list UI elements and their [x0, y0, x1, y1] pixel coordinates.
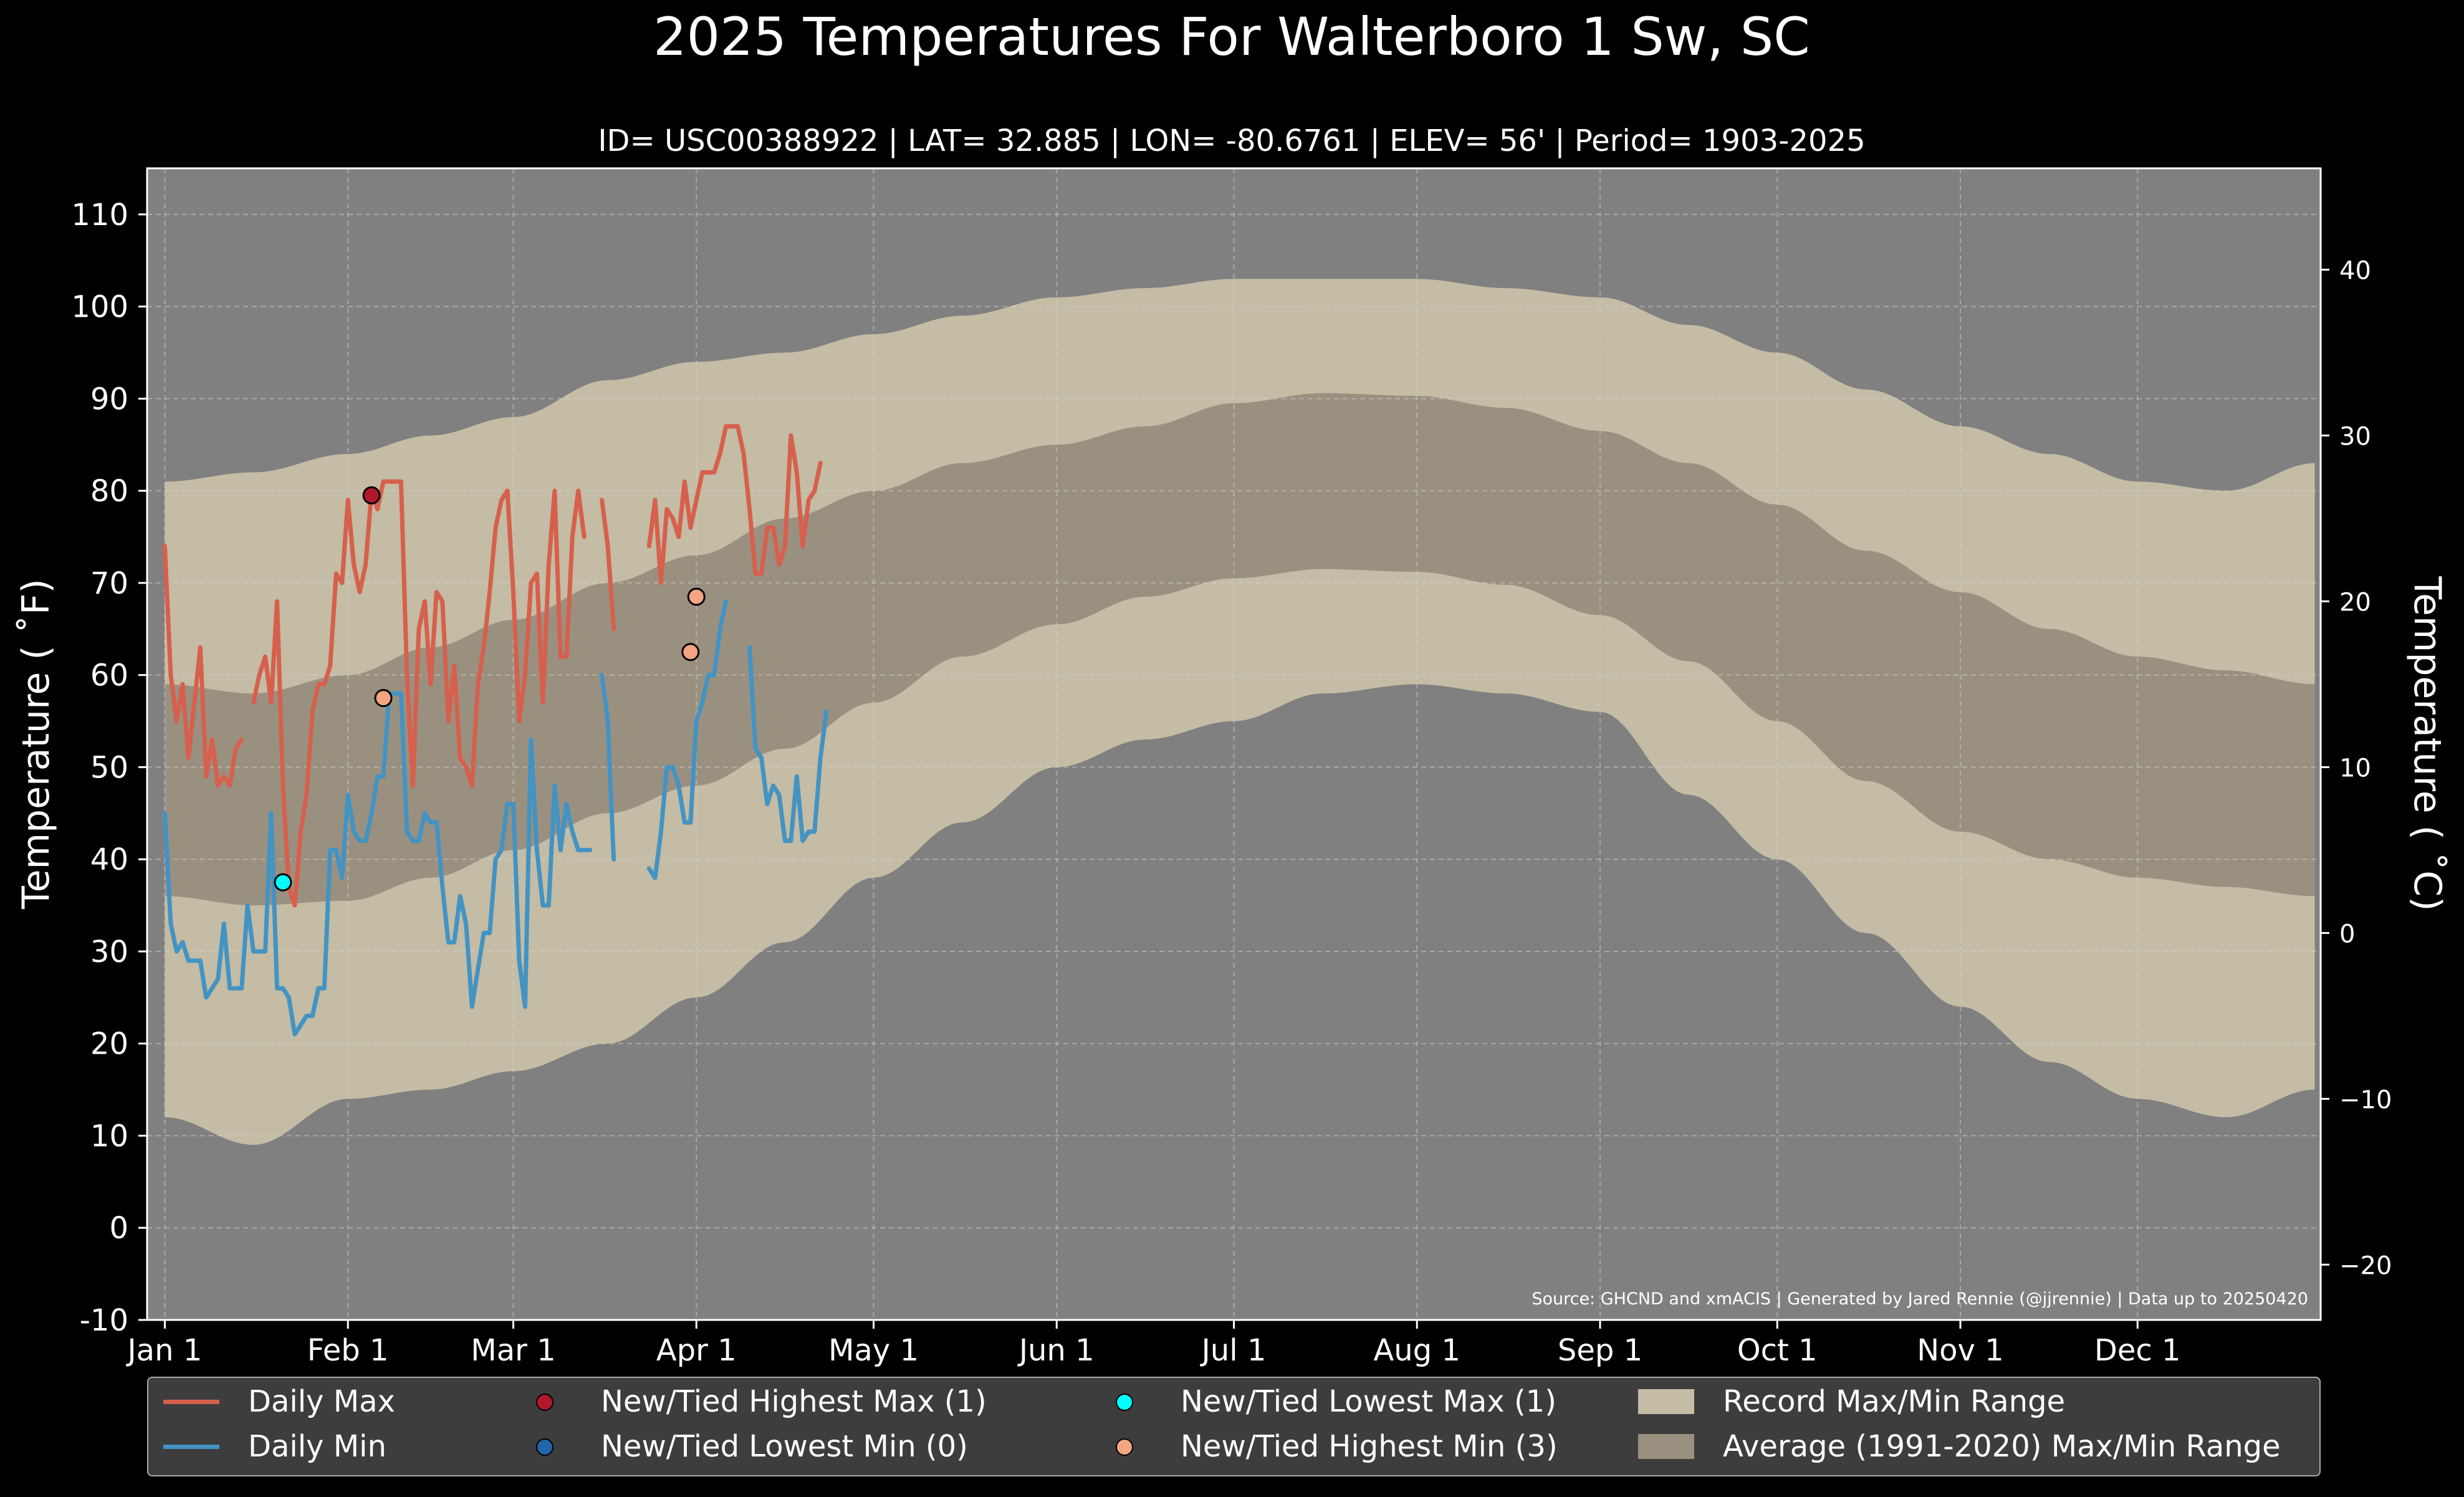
legend-patch-normal-range: [1638, 1434, 1694, 1459]
y-tick-label: 110: [71, 198, 128, 233]
y-tick-label: 60: [90, 658, 128, 693]
chart-title: 2025 Temperatures For Walterboro 1 Sw, S…: [653, 6, 1810, 67]
y-tick-label: 80: [90, 474, 128, 509]
legend-marker-highest-min: [1116, 1438, 1133, 1456]
y-right-tick-label: 10: [2339, 754, 2371, 782]
y-tick-label: 0: [109, 1211, 128, 1246]
source-note: Source: GHCND and xmACIS | Generated by …: [1532, 1289, 2308, 1309]
y-right-tick-label: 0: [2339, 920, 2355, 948]
legend-patch-record-range: [1638, 1389, 1694, 1414]
x-tick-label: Oct 1: [1737, 1333, 1818, 1368]
record-marker: [681, 643, 700, 662]
legend-item-daily-max: Daily Max: [157, 1383, 395, 1420]
legend-label: New/Tied Lowest Min (0): [601, 1429, 968, 1464]
chart-subtitle: ID= USC00388922 | LAT= 32.885 | LON= -80…: [598, 123, 1865, 158]
y-tick-label: 10: [90, 1119, 128, 1153]
y-right-tick-label: −20: [2339, 1251, 2392, 1280]
legend-item-normal-range: Average (1991-2020) Max/Min Range: [1632, 1428, 2281, 1465]
record-marker: [362, 486, 381, 505]
y-tick-label: -10: [80, 1303, 128, 1338]
legend-item-lowest-min: New/Tied Lowest Min (0): [510, 1428, 968, 1465]
legend-line-daily-max: [163, 1400, 219, 1404]
legend-item-record-range: Record Max/Min Range: [1632, 1383, 2065, 1420]
legend-item-highest-max: New/Tied Highest Max (1): [510, 1383, 987, 1420]
x-tick-label: Jun 1: [1017, 1333, 1095, 1368]
x-tick-label: Aug 1: [1373, 1333, 1460, 1368]
y-tick-label: 90: [90, 382, 128, 416]
x-tick-label: May 1: [828, 1333, 919, 1368]
x-tick-label: Jul 1: [1200, 1333, 1267, 1368]
x-tick-label: Sep 1: [1558, 1333, 1642, 1368]
y-tick-label: 20: [90, 1027, 128, 1062]
y-right-tick-label: 40: [2339, 257, 2371, 286]
normal-range-band: [165, 393, 2315, 906]
y-right-tick-label: 20: [2339, 588, 2371, 617]
legend-label: Daily Min: [248, 1429, 386, 1464]
y-tick-label: 70: [90, 566, 128, 601]
x-tick-label: Mar 1: [471, 1333, 555, 1368]
daily-max-line: [162, 424, 823, 908]
legend-marker-lowest-max: [1116, 1394, 1133, 1411]
x-tick-label: Jan 1: [126, 1333, 203, 1368]
record-marker: [687, 587, 706, 606]
x-tick-label: Feb 1: [307, 1333, 389, 1368]
legend-line-daily-min: [163, 1445, 219, 1449]
legend-label: Average (1991-2020) Max/Min Range: [1723, 1429, 2281, 1464]
legend-marker-highest-max: [536, 1394, 554, 1411]
legend-label: New/Tied Lowest Max (1): [1181, 1384, 1556, 1419]
x-tick-label: Dec 1: [2094, 1333, 2181, 1368]
record-marker: [274, 873, 292, 892]
record-marker: [374, 689, 393, 708]
chart-legend: Daily Max Daily Min New/Tied Highest Max…: [147, 1377, 2321, 1476]
legend-label: New/Tied Highest Min (3): [1181, 1429, 1558, 1464]
record-range-band: [165, 279, 2315, 1145]
y-tick-label: 50: [90, 750, 128, 785]
legend-marker-lowest-min: [536, 1438, 554, 1456]
legend-label: Record Max/Min Range: [1723, 1384, 2066, 1419]
axes: -10 0 10 20 30 40 50 60 70 80 90 100 110 −20 −10 0 10 20 3…: [71, 167, 2392, 1368]
legend-label: Daily Max: [248, 1384, 395, 1419]
daily-min-line: [162, 599, 829, 1037]
legend-label: New/Tied Highest Max (1): [601, 1384, 987, 1419]
y-right-tick-label: 30: [2339, 423, 2371, 451]
y-tick-label: 40: [90, 842, 128, 877]
legend-item-highest-min: New/Tied Highest Min (3): [1090, 1428, 1558, 1465]
y-axis-label-left: Temperature ( ˚F): [14, 579, 58, 910]
plot-area: [147, 168, 2321, 1320]
y-axis-label-right: Temperature ( ˚C): [2405, 576, 2449, 912]
legend-item-daily-min: Daily Min: [157, 1428, 386, 1465]
legend-item-lowest-max: New/Tied Lowest Max (1): [1090, 1383, 1556, 1420]
y-tick-label: 30: [90, 935, 128, 970]
grid-lines: [147, 168, 2321, 1320]
x-tick-label: Nov 1: [1917, 1333, 2003, 1368]
y-right-tick-label: −10: [2339, 1085, 2392, 1114]
x-tick-label: Apr 1: [656, 1333, 737, 1368]
y-tick-label: 100: [71, 290, 128, 325]
